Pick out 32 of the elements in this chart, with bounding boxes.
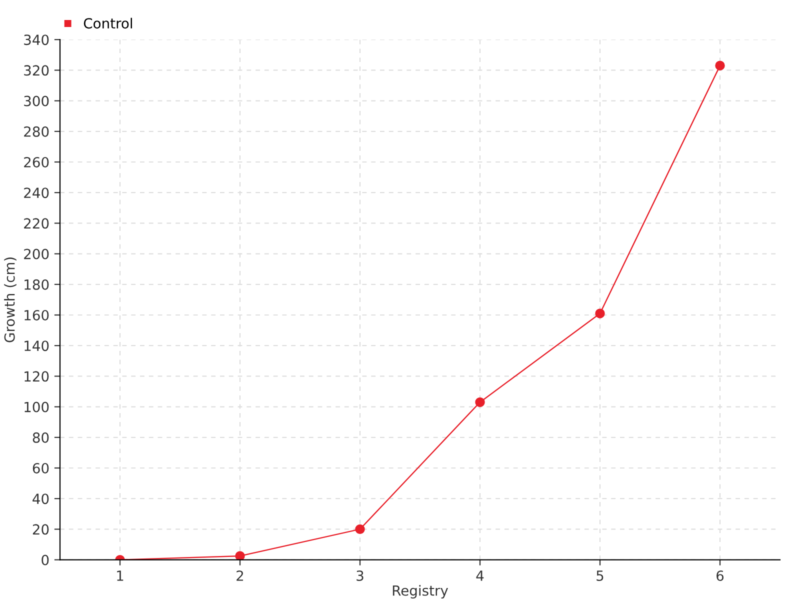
y-tick-label: 60	[32, 462, 49, 474]
y-tick-label: 220	[24, 218, 49, 229]
y-axis-title: Growth (cm)	[4, 258, 16, 342]
y-tick-label: 280	[24, 126, 49, 137]
legend-label: Control	[84, 18, 132, 29]
y-tick-label: 260	[24, 156, 49, 168]
y-tick-label: 240	[24, 188, 49, 198]
point	[235, 551, 245, 560]
x-tick-label: 1	[117, 570, 124, 581]
y-tick-label: 320	[24, 65, 49, 76]
x-tick-label: 3	[356, 570, 364, 581]
y-tick-label: 300	[24, 96, 49, 106]
point	[355, 524, 365, 534]
y-tick-label: 0	[42, 554, 49, 566]
y-tick-label: 160	[24, 310, 49, 320]
y-tick-label: 100	[24, 402, 49, 412]
y-tick-label: 140	[24, 340, 49, 352]
y-tick-label: 20	[32, 524, 49, 535]
y-tick-label: 180	[24, 279, 49, 290]
x-tick-label: 6	[716, 570, 724, 581]
point	[595, 308, 605, 318]
x-tick-label: 2	[236, 570, 244, 581]
y-tick-label: 200	[24, 248, 49, 260]
point	[475, 397, 485, 408]
point	[715, 60, 725, 70]
y-tick-label: 340	[24, 34, 49, 46]
y-tick-label: 80	[32, 432, 49, 443]
y-tick-label: 120	[24, 371, 49, 382]
x-tick-label: 4	[476, 570, 484, 581]
x-tick-label: 5	[596, 570, 604, 581]
y-tick-label: 40	[32, 494, 49, 504]
x-axis-title: Registry	[392, 585, 448, 598]
